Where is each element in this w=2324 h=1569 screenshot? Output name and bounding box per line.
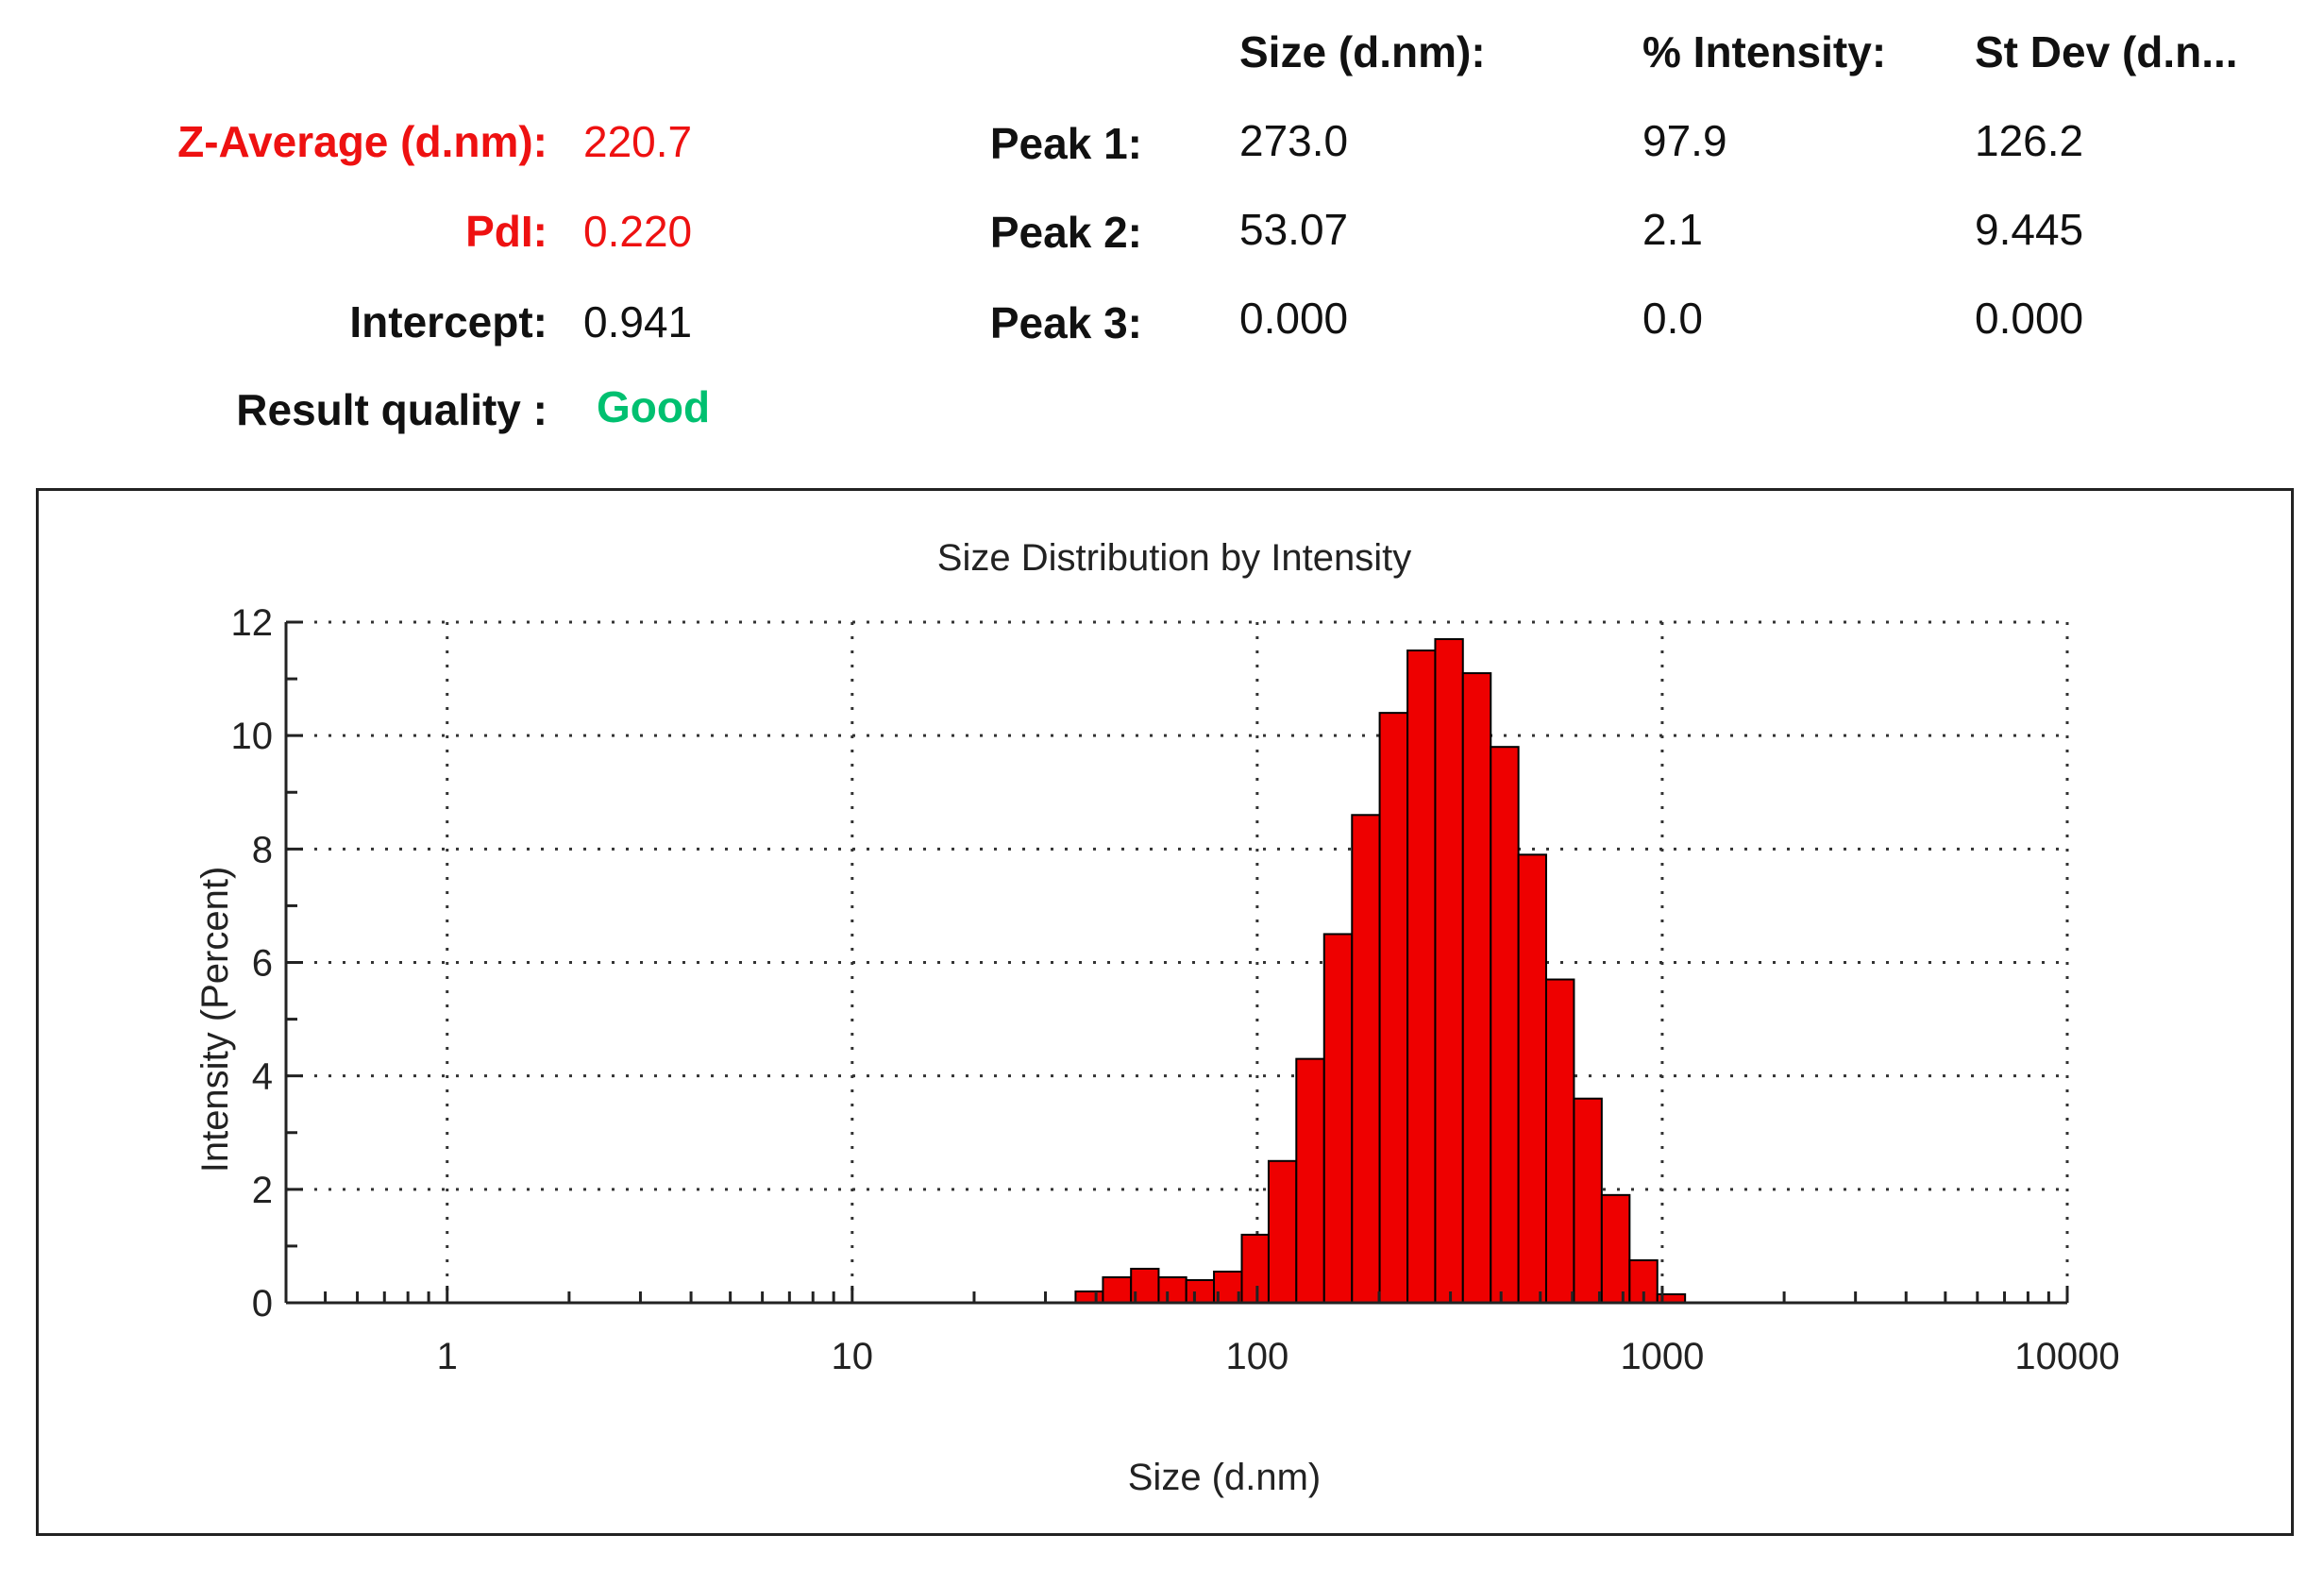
histogram-bar bbox=[1351, 814, 1381, 1304]
histogram-bar bbox=[1240, 1233, 1270, 1305]
histogram-bar bbox=[1102, 1275, 1133, 1305]
y-tick-label: 2 bbox=[252, 1170, 273, 1211]
peak-3-stdev: 0.000 bbox=[1975, 294, 2084, 343]
y-tick-label: 6 bbox=[252, 943, 273, 985]
peak-header-intensity: % Intensity: bbox=[1642, 27, 1887, 76]
chart-grid bbox=[286, 620, 2069, 1303]
peak-3-label: Peak 3: bbox=[989, 298, 1142, 347]
histogram-bar bbox=[1434, 638, 1464, 1304]
y-tick-label: 10 bbox=[231, 716, 274, 757]
peak-header-size: Size (d.nm): bbox=[1239, 27, 1486, 76]
peak-2-stdev: 9.445 bbox=[1975, 205, 2084, 254]
intercept-label: Intercept: bbox=[349, 297, 547, 346]
histogram-bar bbox=[1517, 853, 1547, 1304]
y-tick-label: 4 bbox=[252, 1056, 273, 1098]
result-quality-value: Good bbox=[597, 382, 711, 431]
pdi-value: 0.220 bbox=[583, 207, 693, 256]
y-axis-label: Intensity (Percent) bbox=[194, 867, 236, 1173]
x-tick-label: 1 bbox=[437, 1336, 458, 1377]
histogram-bar bbox=[1267, 1159, 1298, 1305]
z-average-value: 220.7 bbox=[583, 117, 693, 166]
x-axis-label: Size (d.nm) bbox=[1128, 1457, 1322, 1498]
y-tick-label: 8 bbox=[252, 829, 273, 870]
chart-frame: 0 2 4 6 8 10 12 1 10 100 1000 10000 Size Distributi… bbox=[36, 488, 2294, 1536]
peak-2-label: Peak 2: bbox=[989, 208, 1142, 257]
histogram-bar bbox=[1600, 1193, 1631, 1305]
peak-1-label: Peak 1: bbox=[989, 119, 1142, 168]
intercept-value: 0.941 bbox=[583, 297, 693, 346]
pdi-label: PdI: bbox=[465, 207, 547, 256]
peak-2-size: 53.07 bbox=[1239, 205, 1349, 254]
peak-1-size: 273.0 bbox=[1239, 116, 1349, 165]
peak-1-stdev: 126.2 bbox=[1975, 116, 2084, 165]
result-quality-label: Result quality : bbox=[236, 385, 547, 434]
peak-1-intensity: 97.9 bbox=[1642, 116, 1727, 165]
histogram-bar bbox=[1461, 672, 1492, 1304]
peak-3-size: 0.000 bbox=[1239, 294, 1349, 343]
x-tick-label: 100 bbox=[1225, 1336, 1288, 1377]
histogram-bar bbox=[1490, 746, 1520, 1304]
peak-2-intensity: 2.1 bbox=[1642, 205, 1703, 254]
histogram-bar bbox=[1074, 1290, 1104, 1305]
histogram-bar bbox=[1573, 1097, 1603, 1305]
histogram-bar bbox=[1295, 1057, 1325, 1304]
histogram-bar bbox=[1406, 650, 1437, 1304]
size-distribution-chart: 0 2 4 6 8 10 12 1 10 100 1000 10000 Size Distributi… bbox=[194, 537, 2120, 1498]
chart-bars bbox=[1074, 638, 1687, 1305]
chart-axes: 0 2 4 6 8 10 12 1 10 100 1000 10000 bbox=[231, 602, 2120, 1377]
histogram-bar bbox=[1157, 1275, 1187, 1305]
histogram-bar bbox=[1322, 933, 1354, 1304]
z-average-label: Z-Average (d.nm): bbox=[177, 117, 547, 166]
x-tick-label: 10 bbox=[832, 1336, 874, 1377]
y-tick-label: 0 bbox=[252, 1283, 273, 1324]
histogram-bar bbox=[1378, 712, 1409, 1304]
x-tick-label: 10000 bbox=[2014, 1336, 2119, 1377]
chart-title: Size Distribution by Intensity bbox=[937, 537, 1411, 579]
y-tick-label: 12 bbox=[231, 602, 274, 644]
peak-header-stdev: St Dev (d.n... bbox=[1975, 27, 2238, 76]
peak-3-intensity: 0.0 bbox=[1642, 294, 1703, 343]
histogram-bar bbox=[1544, 978, 1575, 1305]
x-tick-label: 1000 bbox=[1620, 1336, 1704, 1377]
histogram-bar bbox=[1185, 1278, 1216, 1305]
